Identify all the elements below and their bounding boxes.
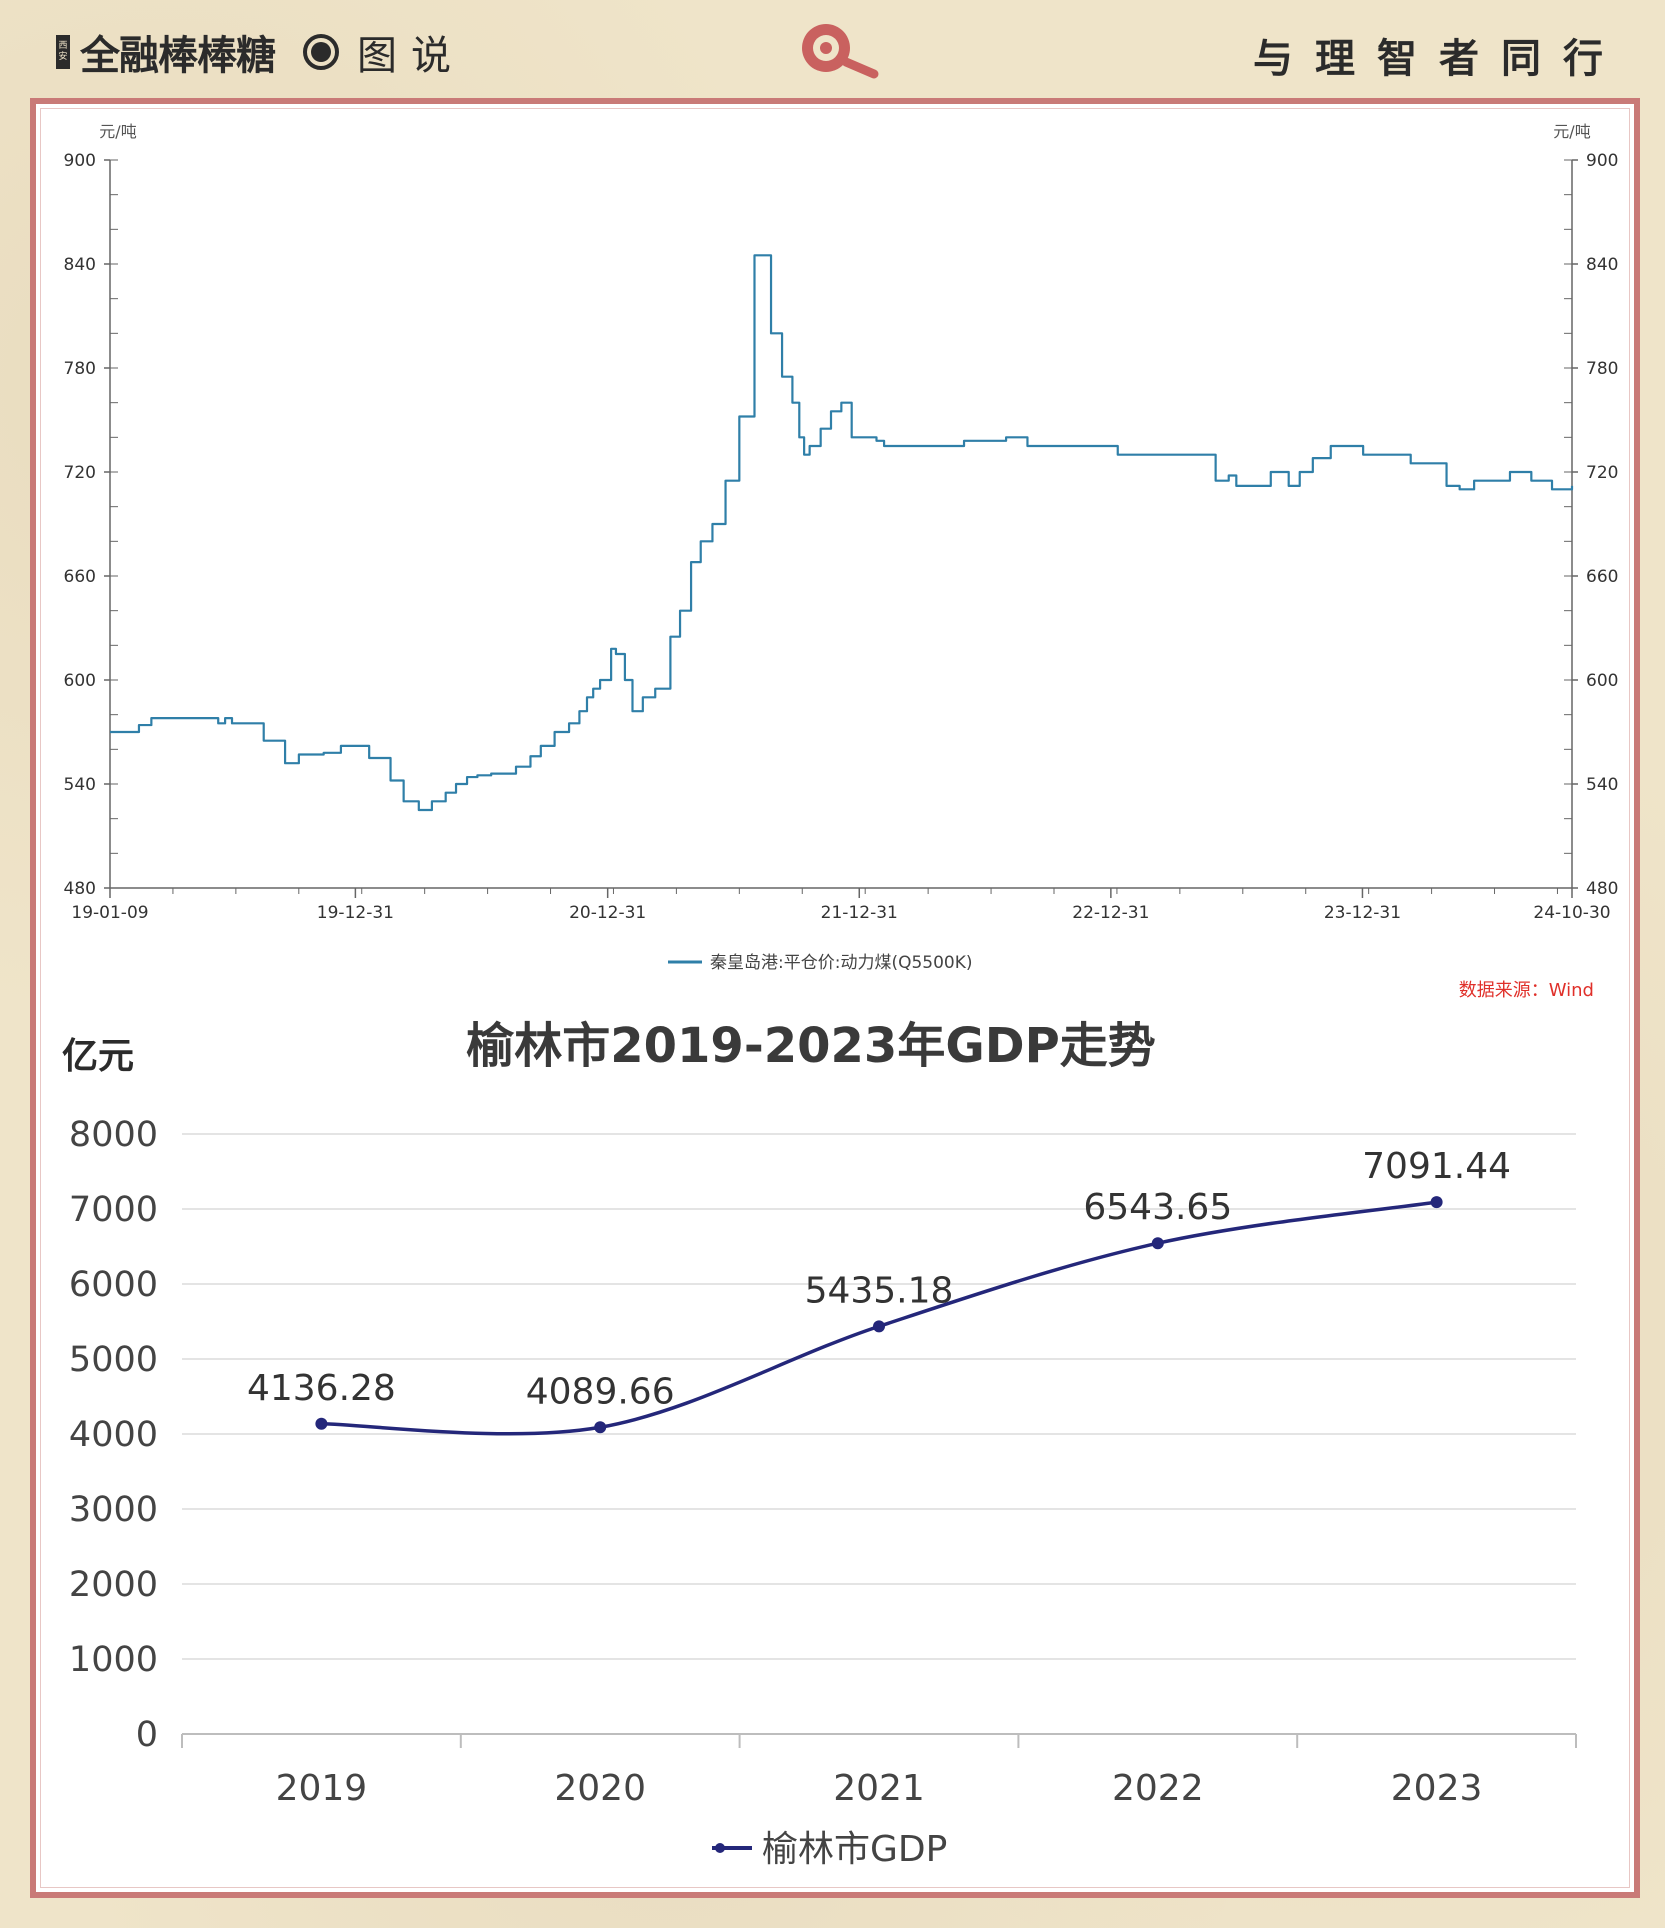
brand: 西安 全融棒棒糖 图说: [56, 22, 465, 82]
gdp-legend-label: 榆林市GDP: [762, 1829, 947, 1870]
coal-y-tick-label: 480: [64, 879, 96, 899]
gdp-y-tick-label: 7000: [69, 1190, 158, 1230]
gdp-data-label: 4136.28: [247, 1368, 396, 1409]
brand-name: 全融棒棒糖: [80, 33, 276, 79]
coal-x-tick-label: 21-12-31: [821, 903, 898, 923]
coal-chart-y-unit-left: 元/吨: [99, 122, 136, 141]
gdp-data-point: [594, 1421, 607, 1434]
record-dot-icon: [303, 34, 339, 70]
gdp-data-point: [315, 1417, 328, 1430]
gdp-x-tick-label: 2023: [1391, 1768, 1483, 1809]
gdp-data-label: 4089.66: [526, 1371, 675, 1412]
gdp-y-tick-label: 2000: [69, 1565, 158, 1605]
gdp-y-tick-label: 3000: [69, 1490, 158, 1530]
coal-chart-x-ticks: 19-01-09 19-12-31 20-12-31 21-12-31 22-12-31…: [71, 888, 1611, 923]
coal-y-tick-label: 600: [1586, 671, 1618, 691]
gdp-x-tick-label: 2019: [276, 1768, 368, 1809]
coal-x-tick-label: 19-01-09: [71, 903, 148, 923]
coal-x-tick-label: 22-12-31: [1072, 903, 1149, 923]
coal-chart-axes: [109, 159, 1573, 889]
gdp-data-label: 6543.65: [1083, 1187, 1232, 1228]
coal-y-tick-label: 660: [64, 567, 96, 587]
coal-x-tick-label: 24-10-30: [1533, 903, 1610, 923]
coal-legend-label: 秦皇岛港:平仓价:动力煤(Q5500K): [710, 953, 973, 973]
section-label: 图说: [357, 33, 465, 79]
coal-y-tick-label: 600: [64, 671, 96, 691]
coal-y-tick-label: 540: [64, 775, 96, 795]
brand-badge: 西安: [56, 35, 70, 69]
coal-chart-legend: 秦皇岛港:平仓价:动力煤(Q5500K): [668, 953, 973, 973]
gdp-data-point: [1151, 1237, 1164, 1250]
coal-price-line: [110, 254, 1574, 812]
coal-chart-y-ticks-left: 480 540 600 660 720 780 840 900: [64, 151, 110, 899]
gdp-y-tick-label: 1000: [69, 1640, 158, 1680]
gdp-chart-gridlines: [182, 1133, 1576, 1735]
coal-y-tick-label: 780: [1586, 359, 1618, 379]
coal-x-tick-label: 19-12-31: [317, 903, 394, 923]
gdp-y-tick-label: 5000: [69, 1340, 158, 1380]
coal-y-tick-label: 480: [1586, 879, 1618, 899]
gdp-chart-y-ticks: 0 1000 2000 3000 4000 5000 6000 7000 8000: [69, 1115, 158, 1755]
gdp-x-tick-label: 2022: [1112, 1768, 1204, 1809]
coal-chart-y-ticks-right: 480 540 600 660 720 780 840 900: [1572, 151, 1618, 899]
coal-price-chart: 480 540 600 660 720 780 840 900 480 540 600 660 720…: [64, 122, 1619, 1001]
data-source-note: 数据来源：Wind: [1459, 980, 1594, 1001]
coal-y-tick-label: 660: [1586, 567, 1618, 587]
gdp-data-point: [1430, 1196, 1443, 1209]
gdp-y-tick-label: 0: [136, 1715, 158, 1755]
coal-y-tick-label: 840: [1586, 255, 1618, 275]
gdp-chart-series: [315, 1196, 1443, 1436]
magnifier-icon: [802, 24, 879, 79]
slogan: 与理智者同行: [1253, 36, 1625, 82]
gdp-chart-title: 榆林市2019-2023年GDP走势: [466, 1018, 1156, 1074]
gdp-data-label: 7091.44: [1362, 1146, 1511, 1187]
gdp-data-point: [873, 1320, 885, 1333]
coal-y-tick-label: 720: [1586, 463, 1618, 483]
gdp-chart-data-labels: 4136.28 4089.66 5435.18 6543.65 7091.44: [247, 1146, 1511, 1412]
content-panel: 480 540 600 660 720 780 840 900 480 540 600 660 720…: [30, 98, 1640, 1898]
coal-x-tick-label: 23-12-31: [1324, 903, 1401, 923]
coal-y-tick-label: 900: [64, 151, 96, 171]
coal-y-tick-label: 720: [64, 463, 96, 483]
gdp-legend-marker: [715, 1843, 725, 1853]
coal-y-tick-label: 900: [1586, 151, 1618, 171]
gdp-chart-legend: 榆林市GDP: [712, 1829, 947, 1870]
gdp-x-tick-label: 2020: [554, 1768, 646, 1809]
header: 西安 全融棒棒糖 图说 与理智者同行: [0, 0, 1665, 100]
coal-chart-y-unit-right: 元/吨: [1553, 122, 1590, 141]
gdp-y-tick-label: 6000: [69, 1265, 158, 1305]
gdp-chart-y-unit: 亿元: [62, 1036, 134, 1077]
coal-y-tick-label: 540: [1586, 775, 1618, 795]
coal-y-tick-label: 840: [64, 255, 96, 275]
gdp-x-tick-label: 2021: [833, 1768, 925, 1809]
gdp-line: [321, 1200, 1437, 1436]
coal-x-tick-label: 20-12-31: [569, 903, 646, 923]
gdp-y-tick-label: 4000: [69, 1415, 158, 1455]
gdp-chart-x-ticks: 2019 2020 2021 2022 2023: [181, 1734, 1577, 1809]
coal-y-tick-label: 780: [64, 359, 96, 379]
gdp-y-tick-label: 8000: [69, 1115, 158, 1155]
gdp-data-label: 5435.18: [805, 1270, 954, 1311]
coal-chart-series: [110, 254, 1574, 812]
